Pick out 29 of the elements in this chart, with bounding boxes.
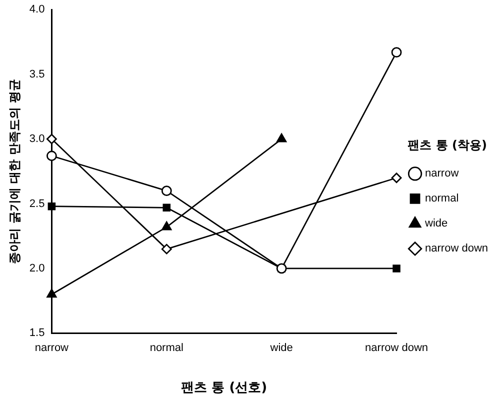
y-tick-label: 3.0 xyxy=(29,133,45,146)
point xyxy=(162,204,171,212)
legend-label: narrow xyxy=(425,168,459,180)
point xyxy=(46,288,57,298)
point xyxy=(391,47,402,58)
y-tick-label: 2.0 xyxy=(29,262,45,275)
point xyxy=(46,150,57,162)
point xyxy=(276,133,287,142)
point xyxy=(162,221,172,230)
y-tick-label: 3.5 xyxy=(29,68,45,80)
x-tick-label: narrow down xyxy=(365,342,428,354)
x-tick-label: wide xyxy=(269,342,293,354)
y-axis-title: 종아리 굵기에 대한 만족도의 평균 xyxy=(7,79,22,264)
x-axis-title: 팬츠 통 (선호) xyxy=(181,380,268,396)
y-tick-label: 4.0 xyxy=(29,4,45,16)
legend-label: normal xyxy=(425,192,459,205)
legend-label: wide xyxy=(424,218,448,230)
point xyxy=(391,172,402,184)
point xyxy=(161,244,172,254)
legend-title: 팬츠 통 (착용) xyxy=(408,138,487,152)
y-tick-label: 2.5 xyxy=(29,198,45,210)
x-tick-label: narrow xyxy=(34,342,69,354)
y-tick-label: 1.5 xyxy=(29,327,45,340)
point xyxy=(161,186,172,196)
point xyxy=(392,264,400,272)
legend-label: narrow down xyxy=(425,242,488,255)
x-tick-label: normal xyxy=(150,342,184,354)
point xyxy=(46,134,57,144)
point xyxy=(48,202,56,210)
